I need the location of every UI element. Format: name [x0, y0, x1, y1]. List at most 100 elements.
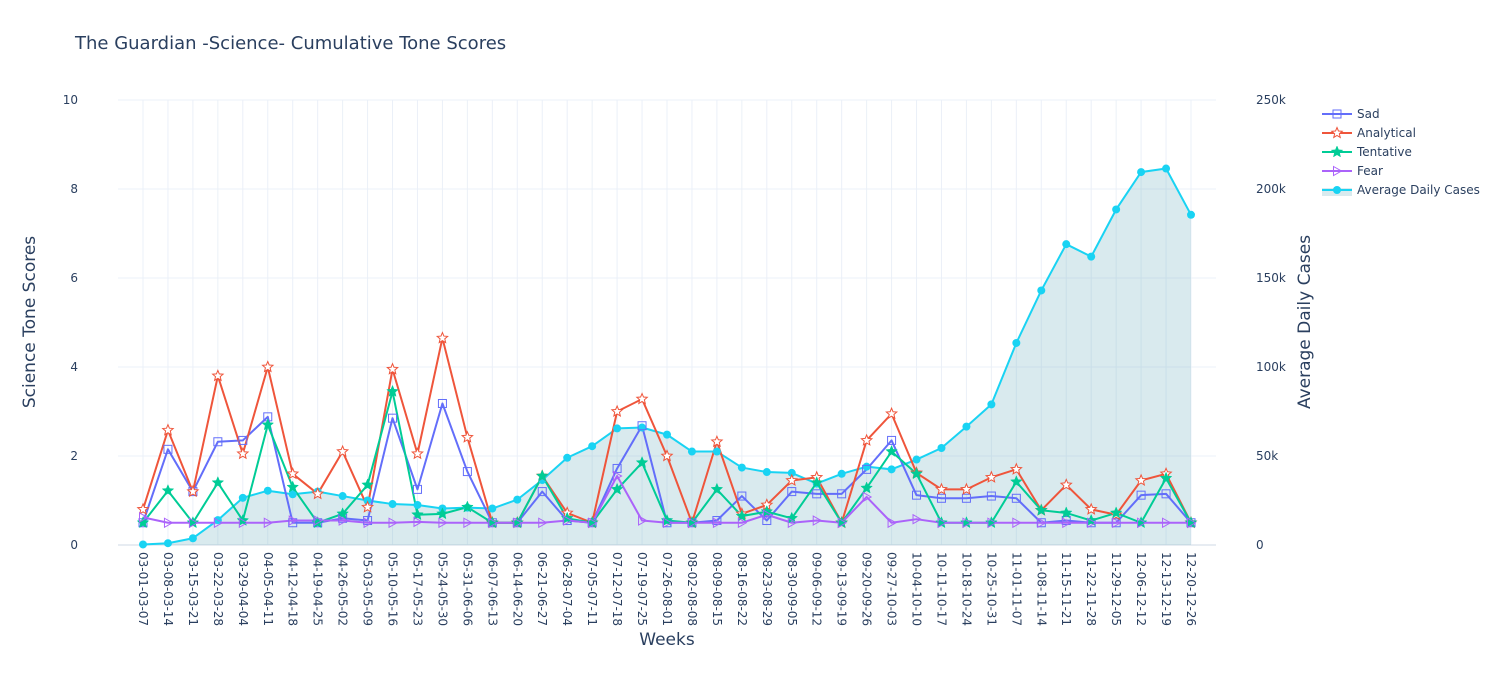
analytical-point[interactable]	[411, 446, 424, 460]
fear-point[interactable]	[1112, 517, 1122, 529]
fear-point[interactable]	[663, 517, 673, 529]
sad-point[interactable]	[163, 444, 173, 454]
average-daily-cases-point[interactable]	[737, 463, 746, 472]
sad-point[interactable]	[862, 464, 872, 474]
average-daily-cases-point[interactable]	[563, 453, 572, 462]
average-daily-cases-point[interactable]	[1187, 210, 1195, 219]
fear-point[interactable]	[987, 517, 997, 529]
tentative-point[interactable]	[1059, 506, 1073, 519]
fear-point[interactable]	[463, 517, 473, 529]
fear-point[interactable]	[263, 517, 274, 529]
average-daily-cases-point[interactable]	[663, 430, 671, 439]
tentative-point[interactable]	[1034, 503, 1048, 516]
average-daily-cases-point[interactable]	[962, 422, 971, 431]
tentative-point[interactable]	[535, 469, 549, 482]
sad-point[interactable]	[437, 398, 447, 408]
tentative-point[interactable]	[610, 482, 624, 495]
sad-point[interactable]	[912, 490, 922, 500]
average-daily-cases-point[interactable]	[188, 534, 197, 543]
analytical-point[interactable]	[1059, 478, 1073, 491]
tentative-point[interactable]	[436, 507, 449, 520]
fear-point[interactable]	[338, 515, 349, 526]
tentative-point[interactable]	[710, 482, 724, 495]
average-daily-cases-point[interactable]	[413, 500, 422, 509]
analytical-point[interactable]	[935, 482, 948, 495]
fear-point[interactable]	[762, 509, 773, 521]
tentative-point[interactable]	[885, 444, 898, 457]
average-daily-cases-point[interactable]	[513, 495, 522, 504]
analytical-point[interactable]	[361, 500, 375, 513]
average-daily-cases-point[interactable]	[762, 468, 771, 477]
fear-point[interactable]	[238, 517, 249, 529]
fear-point[interactable]	[837, 517, 848, 529]
analytical-point[interactable]	[286, 466, 300, 480]
fear-point[interactable]	[1087, 517, 1097, 529]
tentative-point[interactable]	[136, 516, 150, 529]
analytical-point[interactable]	[435, 331, 449, 344]
fear-point[interactable]	[638, 515, 648, 526]
fear-point[interactable]	[737, 517, 748, 529]
sad-point[interactable]	[837, 489, 847, 499]
legend-item-fear[interactable]: Fear	[1322, 164, 1383, 178]
tentative-point[interactable]	[261, 418, 275, 431]
sad-point[interactable]	[1161, 489, 1171, 499]
sad-point[interactable]	[961, 493, 971, 503]
sad-point[interactable]	[637, 421, 647, 431]
analytical-point[interactable]	[635, 392, 649, 405]
fear-point[interactable]	[163, 517, 174, 529]
tentative-point[interactable]	[386, 384, 399, 397]
legend-item-sad[interactable]: Sad	[1322, 107, 1380, 121]
average-daily-cases-point[interactable]	[488, 504, 497, 513]
fear-point[interactable]	[712, 517, 723, 529]
analytical-point[interactable]	[460, 430, 474, 443]
average-daily-cases-point[interactable]	[1162, 164, 1171, 173]
analytical-point[interactable]	[336, 444, 350, 458]
average-daily-cases-point[interactable]	[163, 539, 172, 548]
fear-point[interactable]	[563, 515, 573, 526]
average-daily-cases-point[interactable]	[987, 400, 996, 409]
legend-item-tentative[interactable]: Tentative	[1322, 145, 1412, 159]
fear-point[interactable]	[1162, 517, 1172, 529]
fear-point[interactable]	[488, 517, 498, 529]
average-daily-cases-point[interactable]	[712, 447, 721, 456]
fear-point[interactable]	[687, 517, 698, 529]
average-daily-cases-point[interactable]	[638, 423, 647, 432]
sad-point[interactable]	[612, 463, 622, 473]
sad-point[interactable]	[812, 489, 822, 499]
fear-point[interactable]	[438, 517, 448, 529]
legend[interactable]: Sad Analytical Tentative Fear Average Daily …	[1322, 107, 1480, 197]
tentative-point[interactable]	[910, 467, 923, 480]
sad-point[interactable]	[936, 493, 946, 503]
fear-point[interactable]	[962, 517, 972, 529]
average-daily-cases-point[interactable]	[787, 468, 796, 477]
fear-point[interactable]	[139, 512, 149, 523]
fear-point[interactable]	[288, 515, 299, 526]
average-daily-cases-point[interactable]	[288, 490, 297, 499]
sad-point[interactable]	[762, 516, 772, 526]
fear-point[interactable]	[812, 515, 823, 526]
sad-point[interactable]	[737, 491, 747, 501]
analytical-point[interactable]	[959, 482, 973, 495]
average-daily-cases-point[interactable]	[263, 486, 272, 495]
analytical-point[interactable]	[610, 404, 624, 418]
sad-point[interactable]	[213, 437, 223, 447]
analytical-point[interactable]	[161, 423, 175, 436]
average-daily-cases-point[interactable]	[887, 465, 896, 474]
average-daily-cases-point[interactable]	[1087, 252, 1096, 261]
analytical-point[interactable]	[386, 362, 399, 375]
fear-point[interactable]	[912, 513, 923, 525]
average-daily-cases-point[interactable]	[1137, 168, 1146, 177]
analytical-point[interactable]	[984, 470, 998, 483]
tentative-point[interactable]	[1010, 475, 1023, 488]
sad-point[interactable]	[986, 491, 996, 501]
average-daily-cases-point[interactable]	[388, 500, 397, 509]
fear-point[interactable]	[887, 517, 898, 529]
average-daily-cases-point[interactable]	[912, 455, 921, 464]
fear-point[interactable]	[313, 515, 324, 526]
fear-point[interactable]	[1012, 517, 1022, 529]
average-daily-cases-point[interactable]	[837, 469, 846, 478]
fear-point[interactable]	[388, 517, 399, 529]
fear-point[interactable]	[513, 517, 523, 529]
sad-point[interactable]	[1136, 490, 1146, 500]
sad-point[interactable]	[388, 413, 398, 423]
